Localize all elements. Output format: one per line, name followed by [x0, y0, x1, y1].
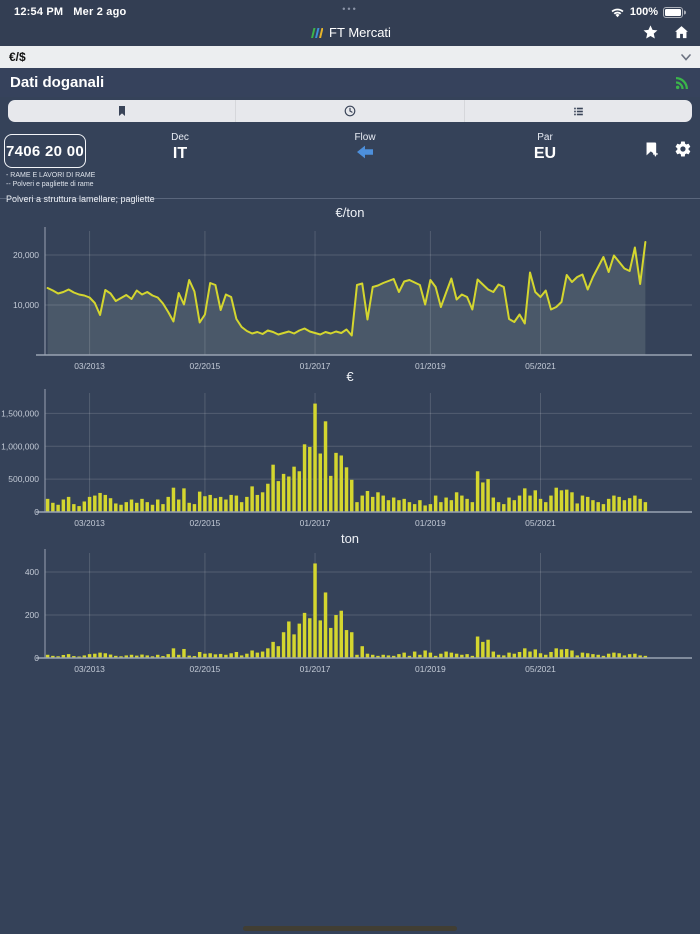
quantity-chart-title: ton: [340, 531, 360, 546]
flow-import-arrow-icon: [355, 144, 375, 160]
favorite-star-icon[interactable]: [642, 24, 659, 41]
quantity-chart: ton 03/2013 02/2015 01/2017 01/2019 05/2021 0…: [0, 529, 700, 679]
top-bar: 12:54 PM Mer 2 ago ••• 100% FT Mercati: [0, 0, 700, 46]
svg-text:10,000: 10,000: [13, 300, 39, 310]
status-right: 100%: [610, 6, 686, 18]
partner-label: Par: [537, 132, 553, 143]
value-bar-chart: 03/2013 02/2015 01/2017 01/2019 05/2021 0 500,…: [1, 389, 692, 528]
declarant-field[interactable]: Dec IT: [150, 132, 210, 163]
multitask-dots-icon: •••: [342, 4, 358, 14]
svg-text:0: 0: [34, 653, 39, 663]
status-time: 12:54 PM: [14, 6, 64, 18]
description-line-1: - RAME E LAVORI DI RAME: [6, 172, 96, 179]
svg-text:01/2017: 01/2017: [300, 361, 331, 371]
value-chart: € 03/2013 02/2015 01/2017 01/2019 05/2021 0 50…: [0, 367, 700, 533]
svg-text:400: 400: [25, 567, 39, 577]
description-line-3: Polveri a struttura lamellare; pagliette: [6, 193, 155, 204]
battery-icon: [663, 6, 686, 18]
commodity-detail: 7406 20 00 Dec IT Flow Par EU - RAME E L…: [0, 128, 700, 204]
nav-bar: FT Mercati: [0, 24, 700, 46]
svg-text:20,000: 20,000: [13, 250, 39, 260]
svg-text:500,000: 500,000: [8, 474, 39, 484]
svg-text:05/2021: 05/2021: [525, 664, 556, 674]
svg-text:01/2019: 01/2019: [415, 518, 446, 528]
charts-section: €/ton 03/2013 02/2015 01/2017 01/2019 05/202…: [0, 198, 700, 674]
home-indicator[interactable]: [243, 926, 457, 931]
chevron-down-icon: [681, 53, 691, 61]
svg-text:1,000,000: 1,000,000: [1, 441, 39, 451]
status-left: 12:54 PM Mer 2 ago: [14, 6, 126, 18]
quantity-bar-chart: 03/2013 02/2015 01/2017 01/2019 05/2021 0 200 4…: [25, 549, 692, 674]
currency-select[interactable]: €/$: [0, 46, 700, 68]
svg-text:02/2015: 02/2015: [190, 361, 221, 371]
segment-history[interactable]: [235, 100, 463, 122]
svg-text:0: 0: [34, 507, 39, 517]
price-line-chart: 03/2013 02/2015 01/2017 01/2019 05/2021 10,00…: [13, 227, 692, 371]
history-clock-icon: [343, 104, 357, 118]
detail-actions: [643, 140, 692, 158]
svg-text:03/2013: 03/2013: [74, 518, 105, 528]
svg-text:05/2021: 05/2021: [525, 361, 556, 371]
commodity-code-button[interactable]: 7406 20 00: [4, 134, 86, 168]
partner-value: EU: [533, 145, 557, 162]
app-title: FT Mercati: [309, 25, 391, 40]
rss-feed-icon[interactable]: [674, 75, 690, 91]
wifi-icon: [610, 7, 625, 18]
segment-list[interactable]: [463, 100, 692, 122]
svg-text:01/2019: 01/2019: [415, 361, 446, 371]
svg-text:01/2017: 01/2017: [300, 518, 331, 528]
partner-field[interactable]: Par EU: [515, 132, 575, 163]
svg-text:02/2015: 02/2015: [190, 664, 221, 674]
svg-text:03/2013: 03/2013: [74, 664, 105, 674]
commodity-description: - RAME E LAVORI DI RAME -- Polveri e pag…: [6, 172, 155, 205]
battery-percent: 100%: [629, 6, 658, 18]
status-date: Mer 2 ago: [73, 6, 127, 18]
svg-text:05/2021: 05/2021: [525, 518, 556, 528]
price-chart: €/ton 03/2013 02/2015 01/2017 01/2019 05/202…: [0, 203, 700, 371]
svg-text:200: 200: [25, 610, 39, 620]
svg-text:01/2019: 01/2019: [415, 664, 446, 674]
view-segmented-control: [8, 100, 692, 122]
home-icon[interactable]: [673, 24, 690, 41]
bookmark-icon: [116, 104, 128, 118]
bookmark-add-icon[interactable]: [643, 140, 660, 158]
section-header: Dati doganali: [0, 68, 700, 97]
nav-actions: [642, 24, 690, 41]
status-bar: 12:54 PM Mer 2 ago ••• 100%: [0, 0, 700, 24]
flow-field[interactable]: Flow: [335, 132, 395, 165]
currency-select-value: €/$: [9, 50, 26, 64]
description-line-2: -- Polveri e pagliette di rame: [6, 180, 94, 188]
list-icon: [572, 105, 585, 118]
flow-label: Flow: [354, 132, 376, 143]
page-title: Dati doganali: [10, 74, 105, 91]
settings-gear-icon[interactable]: [674, 140, 692, 158]
segment-bookmarks[interactable]: [8, 100, 235, 122]
ft-mercati-logo-icon: [309, 27, 324, 39]
declarant-label: Dec: [171, 132, 189, 143]
svg-text:01/2017: 01/2017: [300, 664, 331, 674]
declarant-value: IT: [172, 145, 188, 162]
price-chart-title: €/ton: [335, 205, 365, 220]
svg-text:1,500,000: 1,500,000: [1, 408, 39, 418]
value-chart-title: €: [346, 369, 354, 384]
app-title-text: FT Mercati: [329, 25, 391, 40]
svg-text:02/2015: 02/2015: [190, 518, 221, 528]
svg-text:03/2013: 03/2013: [74, 361, 105, 371]
